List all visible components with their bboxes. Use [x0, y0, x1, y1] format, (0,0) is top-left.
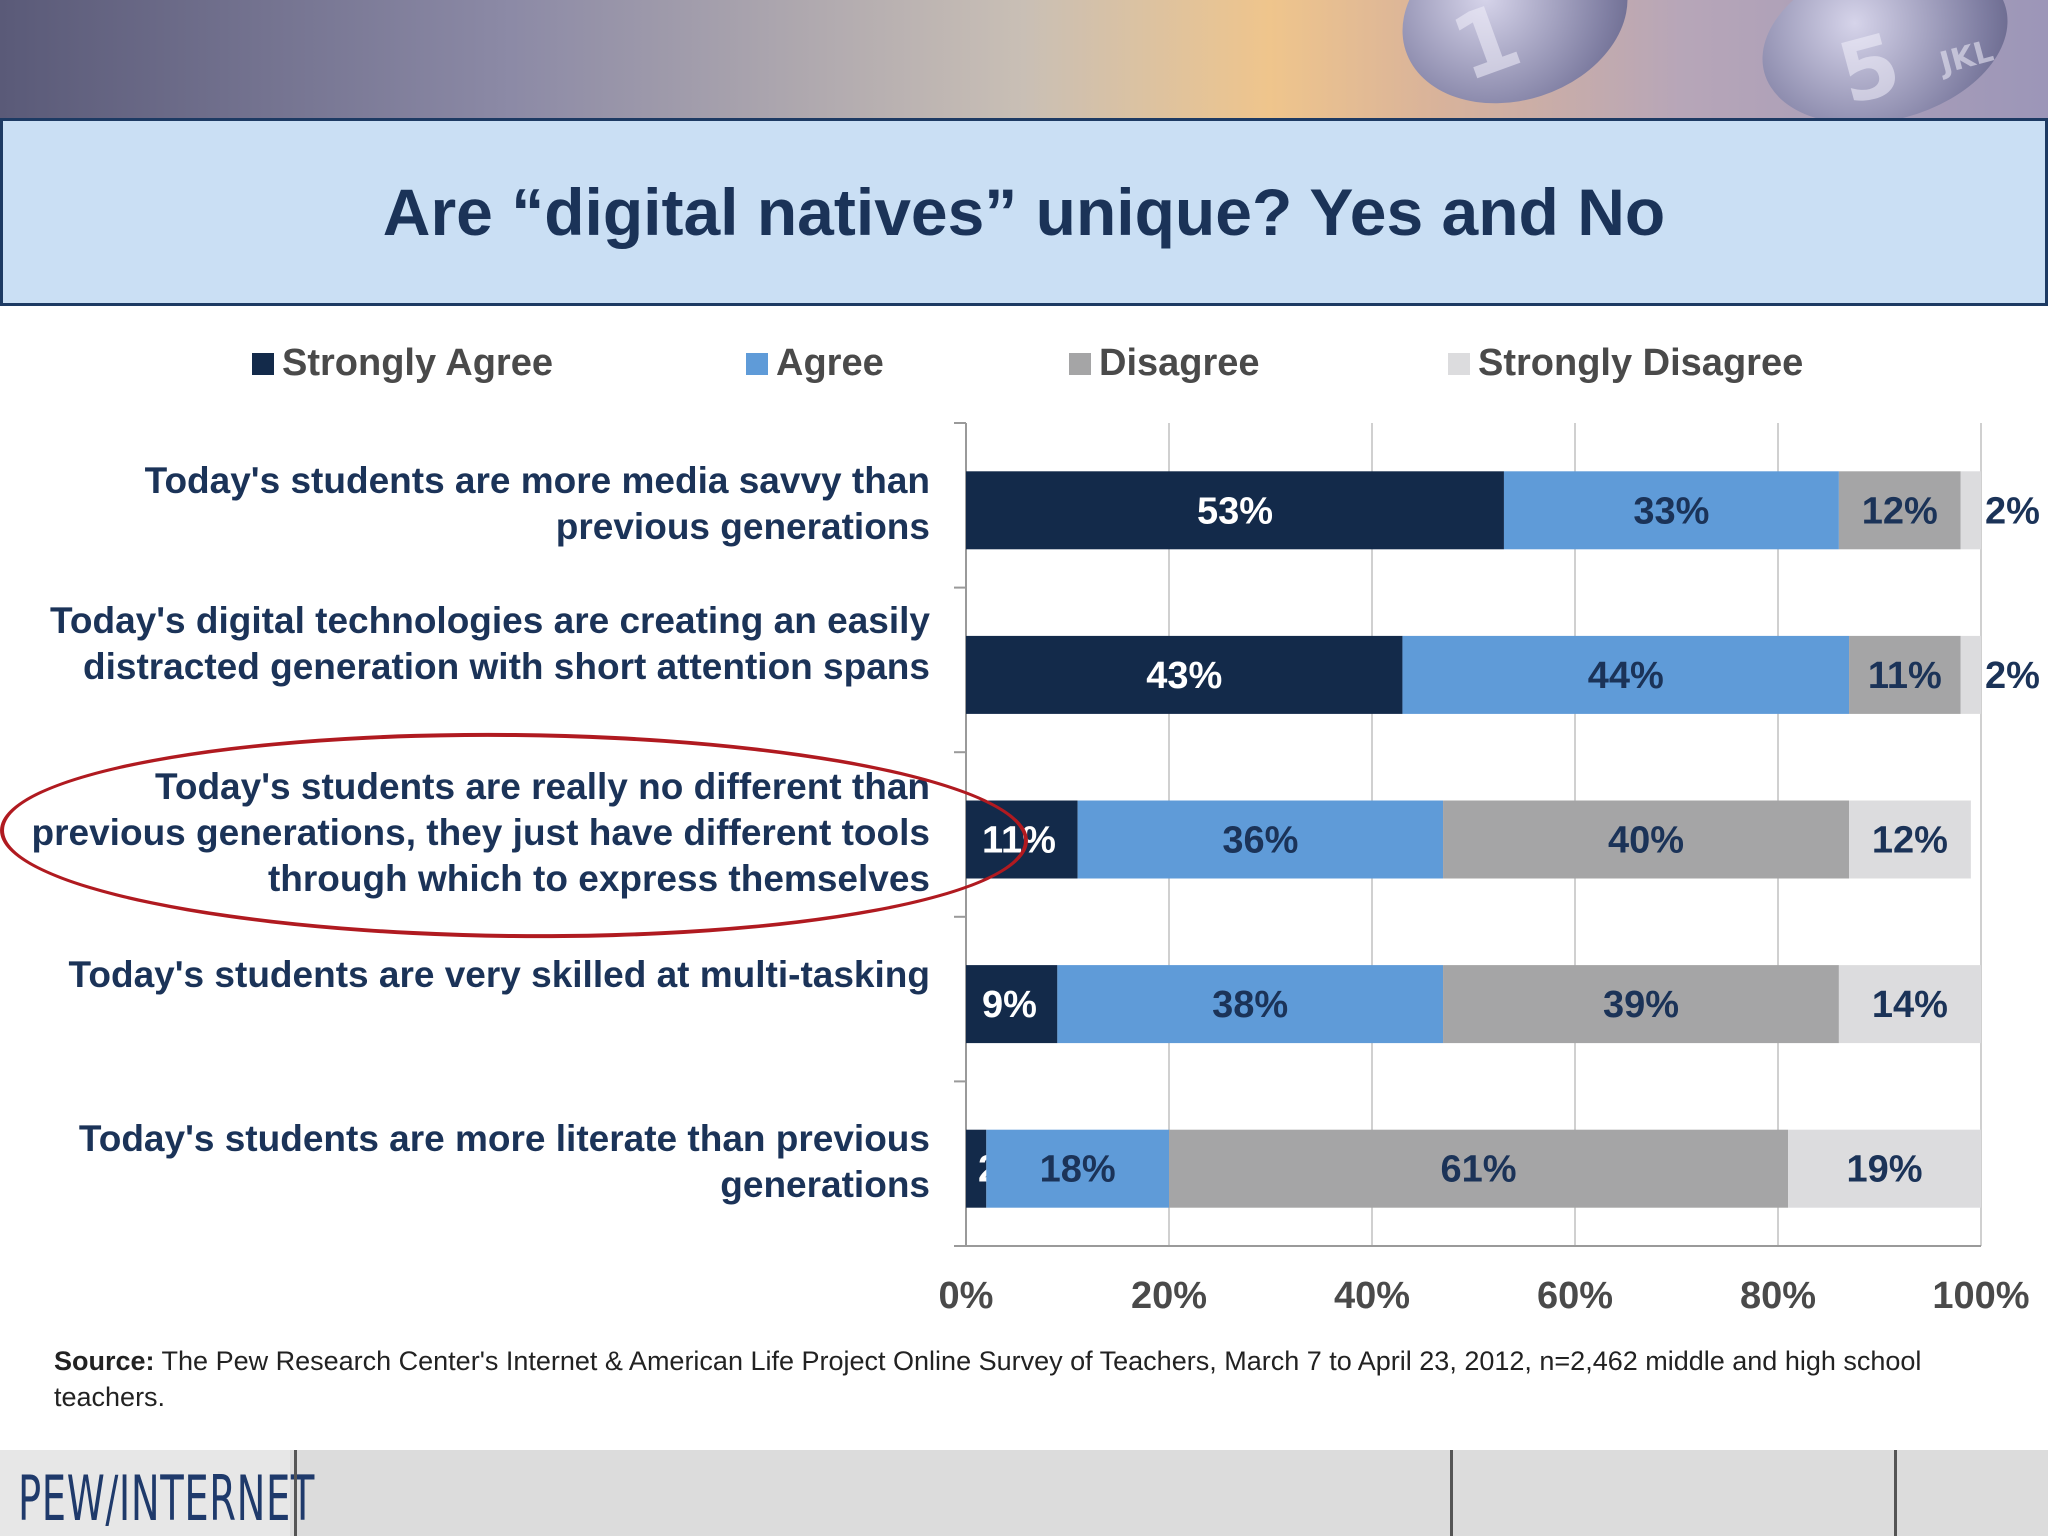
legend-label-disagree: Disagree — [1099, 342, 1260, 384]
data-label-disagree-3: 39% — [1603, 984, 1679, 1026]
bar-strongly-disagree-3 — [1838, 965, 1981, 1044]
data-label-agree-1: 44% — [1588, 655, 1664, 697]
legend-swatch-agree — [746, 352, 768, 375]
bar-disagree-2 — [1443, 800, 1850, 879]
data-label-strongly-disagree-0: 2% — [1985, 490, 2040, 532]
bar-strongly-agree-3 — [966, 965, 1058, 1044]
bar-disagree-4 — [1169, 1129, 1789, 1208]
bar-strongly-disagree-1 — [1960, 635, 1981, 714]
legend-item-strongly-agree: Strongly Agree — [252, 342, 553, 385]
legend-item-disagree: Disagree — [1069, 342, 1260, 385]
data-label-strongly-agree-3: 9% — [982, 984, 1037, 1026]
bar-agree-0 — [1503, 471, 1839, 550]
bar-strongly-disagree-4 — [1788, 1129, 1981, 1208]
legend-swatch-strongly-disagree — [1448, 352, 1470, 375]
data-label-agree-4: 18% — [1040, 1149, 1116, 1191]
legend-label-strongly-agree: Strongly Agree — [282, 342, 553, 384]
legend-label-agree: Agree — [776, 342, 884, 384]
bar-agree-4 — [986, 1129, 1169, 1208]
x-tick-label: 100% — [1932, 1275, 2029, 1317]
bar-strongly-disagree-2 — [1849, 800, 1971, 879]
legend-swatch-strongly-agree — [252, 352, 274, 375]
x-tick-label: 80% — [1740, 1275, 1816, 1317]
header-photo — [0, 0, 2048, 118]
legend-swatch-disagree — [1069, 352, 1091, 375]
data-label-disagree-1: 11% — [1868, 655, 1942, 697]
data-label-strongly-agree-0: 53% — [1197, 490, 1273, 532]
footer-divider — [1450, 1450, 1453, 1536]
data-label-disagree-4: 61% — [1441, 1149, 1517, 1191]
footer-divider — [1894, 1450, 1897, 1536]
bar-agree-2 — [1077, 800, 1444, 879]
bar-agree-1 — [1402, 635, 1850, 714]
legend-item-agree: Agree — [746, 342, 884, 385]
footer-divider — [294, 1450, 297, 1536]
bar-agree-3 — [1057, 965, 1444, 1044]
bar-strongly-agree-4 — [966, 1129, 987, 1208]
footer-bar — [0, 1450, 2048, 1536]
data-label-strongly-agree-2: 11% — [982, 820, 1056, 862]
bar-disagree-1 — [1849, 635, 1961, 714]
bar-disagree-3 — [1443, 965, 1839, 1044]
bar-strongly-agree-1 — [966, 635, 1403, 714]
chart-legend: Strongly Agree Agree Disagree Strongly D… — [0, 342, 2048, 392]
footer-logo-box — [0, 1450, 290, 1536]
bar-strongly-disagree-0 — [1960, 471, 1981, 550]
source-label: Source: — [54, 1346, 155, 1376]
data-label-strongly-disagree-1: 2% — [1985, 655, 2040, 697]
x-tick-label: 40% — [1334, 1275, 1410, 1317]
bar-disagree-0 — [1838, 471, 1961, 550]
category-label-more-literate: Today's students are more literate than … — [78, 1118, 930, 1205]
data-label-agree-3: 38% — [1212, 984, 1288, 1026]
source-note: Source: The Pew Research Center's Intern… — [54, 1343, 1954, 1415]
bar-strongly-agree-0 — [966, 471, 1504, 550]
data-label-strongly-agree-1: 43% — [1146, 655, 1222, 697]
x-tick-label: 60% — [1537, 1275, 1613, 1317]
legend-label-strongly-disagree: Strongly Disagree — [1478, 342, 1804, 384]
x-tick-label: 20% — [1131, 1275, 1207, 1317]
x-tick-label: 0% — [939, 1275, 994, 1317]
data-label-agree-2: 36% — [1222, 820, 1298, 862]
category-label-no-different: Today's students are really no different… — [31, 766, 930, 899]
category-label-easily-distracted: Today's digital technologies are creatin… — [50, 600, 930, 687]
data-label-strongly-disagree-2: 12% — [1872, 820, 1948, 862]
data-label-strongly-disagree-4: 19% — [1847, 1149, 1923, 1191]
source-text: The Pew Research Center's Internet & Ame… — [54, 1346, 1922, 1412]
data-label-disagree-0: 12% — [1862, 490, 1938, 532]
category-label-multi-tasking: Today's students are very skilled at mul… — [68, 954, 930, 995]
stacked-bar-chart: 53% 33% 12% 2% 43% 44% 11% 2% 11% 36% 40% 12% 9% 38% 3… — [939, 422, 2040, 1317]
pew-internet-logo: PEW/INTERNET — [18, 1462, 315, 1535]
data-label-agree-0: 33% — [1633, 490, 1709, 532]
bar-strongly-agree-2 — [966, 800, 1078, 879]
data-label-disagree-2: 40% — [1608, 820, 1684, 862]
data-label-strongly-disagree-3: 14% — [1872, 984, 1948, 1026]
legend-item-strongly-disagree: Strongly Disagree — [1448, 342, 1803, 385]
page-title: Are “digital natives” unique? Yes and No — [382, 175, 1666, 249]
category-label-media-savvy: Today's students are more media savvy th… — [144, 460, 930, 547]
title-banner: Are “digital natives” unique? Yes and No — [0, 118, 2048, 306]
